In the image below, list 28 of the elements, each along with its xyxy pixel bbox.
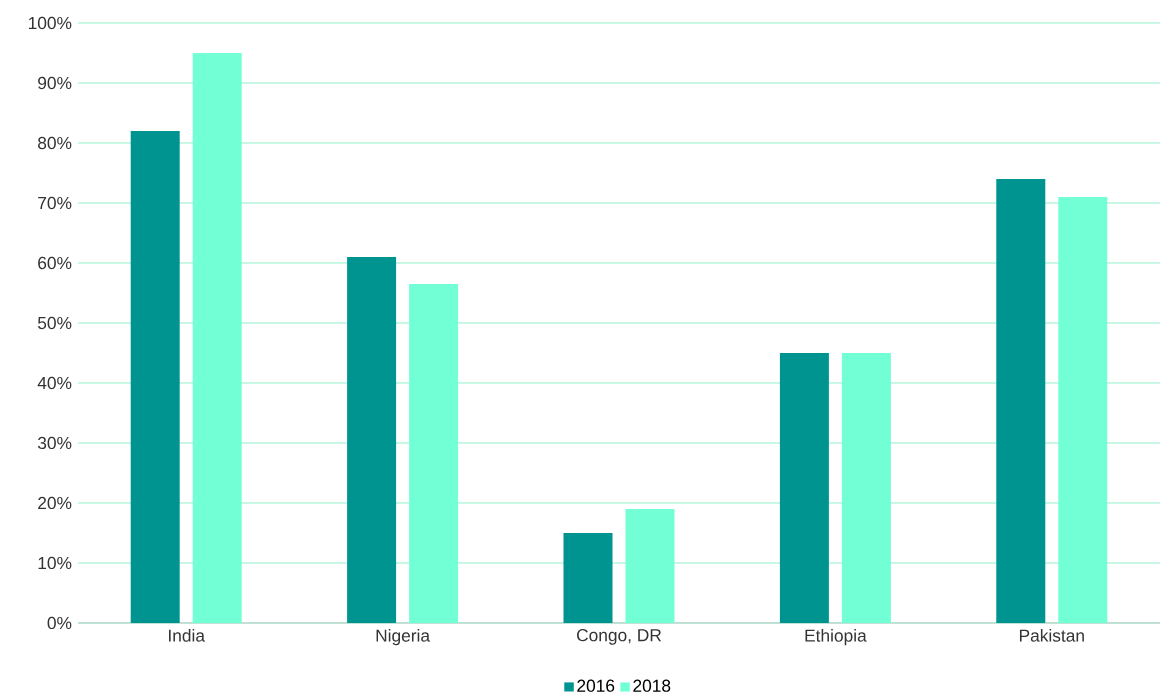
y-tick-label: 10% (38, 556, 72, 570)
bar (996, 178, 1046, 623)
bar (779, 352, 829, 623)
x-tick-label: India (169, 629, 205, 642)
bar (409, 283, 459, 623)
x-tick-label: Pakistan (1019, 629, 1084, 642)
y-tick-label: 50% (37, 316, 72, 330)
y-tick-label: 70% (38, 196, 72, 210)
y-tick-label: 90% (38, 76, 72, 90)
y-tick-label: 60% (38, 256, 72, 270)
y-tick-label: 40% (37, 376, 72, 390)
bar (347, 256, 397, 623)
bar (563, 532, 613, 623)
y-tick-label: 30% (37, 436, 72, 450)
bar (192, 52, 242, 623)
bar (841, 352, 891, 623)
legend-label: 2018 (633, 679, 671, 692)
y-tick-label: 20% (38, 496, 72, 510)
y-tick-label: 0% (47, 616, 72, 630)
x-tick-label: Ethiopia (805, 629, 867, 646)
x-tick-label: Nigeria (376, 629, 431, 646)
bar (1058, 196, 1108, 623)
bar (625, 508, 675, 623)
legend-label: 2016 (577, 679, 615, 692)
bar (130, 130, 180, 623)
y-tick-label: 100% (28, 16, 72, 30)
y-tick-label: 80% (38, 136, 72, 150)
x-tick-label: Congo, DR (577, 629, 662, 645)
